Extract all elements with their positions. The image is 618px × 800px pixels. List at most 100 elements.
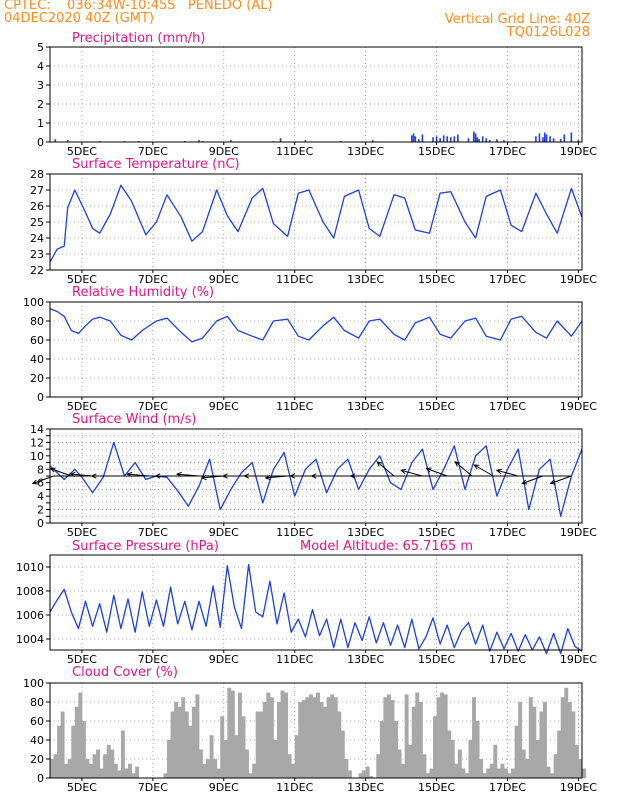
cloud-xtick-label: 15DEC [418,781,455,794]
cloud-bar [582,768,586,778]
cloud-bar [53,754,58,778]
wind-arrow-head [221,473,228,479]
cloud-bar [493,744,498,778]
temp-xtick-label: 5DEC [67,273,97,286]
cloud-bar [316,692,320,778]
precip-bar [467,138,470,142]
wind-xtick-label: 9DEC [209,526,239,539]
temp-xtick-label: 9DEC [209,273,239,286]
cloud-bar [319,702,324,778]
temp-xtick-label: 17DEC [489,273,526,286]
precip-bar [538,133,541,142]
pressure-xtick-label: 9DEC [209,653,239,666]
rh-xtick-label: 19DEC [560,400,597,413]
wind-arrow [401,469,423,477]
cloud-ytick-label: 40 [30,734,44,747]
cloud-bar [482,773,487,778]
cloud-bar [429,768,434,778]
rh-frame [49,301,583,398]
cloud-ytick-label: 20 [30,753,44,766]
cloud-bar [135,766,140,778]
pressure-xtick-label: 11DEC [276,653,313,666]
cloud-bar [532,706,537,778]
temp-ytick-label: 27 [30,184,44,197]
wind-arrow-head [549,479,556,485]
precip-title: Precipitation (mm/h) [72,31,205,46]
cloud-bar [567,702,572,778]
wind-arrow-head [521,479,528,485]
wind-arrow-head [49,467,56,473]
cloud-bar [167,740,171,778]
cloud-bar [323,706,328,778]
precip-bar [476,137,479,142]
wind-panel [31,428,583,526]
cloud-bar [404,694,409,778]
cloud-bar [454,763,459,778]
wind-arrow [201,475,224,479]
wind-arrow [550,475,572,484]
precip-bar [371,140,374,142]
cloud-bar [202,763,207,778]
precip-xtick-label: 11DEC [276,145,313,158]
precip-bar [230,140,232,142]
header-model-id: TQ0126L028 [506,25,590,40]
cloud-bar [333,697,338,778]
pressure-xtick-label: 5DEC [67,653,97,666]
header-grid-line: Vertical Grid Line: 40Z [444,12,590,27]
cloud-bar [191,706,196,778]
precip-bar [410,135,413,142]
cloud-bar [170,711,175,778]
precip-bar [552,138,555,142]
cloud-ytick-label: 0 [37,772,44,785]
precip-bar [549,136,551,142]
cloud-bar [553,754,558,778]
cloud-bar [50,759,54,778]
cloud-bar [379,721,384,778]
wind-title: Surface Wind (m/s) [72,412,196,427]
cloud-bar [358,773,363,778]
cloud-ytick-label: 100 [23,677,44,690]
cloud-bar [71,725,76,778]
cloud-bar [284,692,289,778]
wind-xtick-label: 7DEC [138,526,168,539]
cloud-bar [120,730,125,778]
cloud-bar [128,763,132,778]
cloud-bar [376,754,381,778]
precip-frame [49,46,583,143]
cloud-bar [237,692,242,778]
precip-xtick-label: 17DEC [489,145,526,158]
wind-arrow-head [175,471,182,478]
cloud-bar [486,768,491,778]
wind-series-line [49,441,583,517]
precip-bar [570,132,573,142]
wind-arrow [50,468,72,477]
cloud-bar [496,768,501,778]
cloud-bar [511,768,516,778]
cloud-bar [312,697,317,778]
cloud-bar [305,697,310,778]
wind-ytick-label: 10 [30,450,44,463]
temp-ytick-label: 25 [30,216,44,229]
cloud-xtick-label: 7DEC [138,781,168,794]
cloud-ytick-label: 80 [30,696,44,709]
wind-ytick-label: 0 [37,517,44,530]
precip-bar [577,140,580,142]
temp-xtick-label: 15DEC [418,273,455,286]
precip-xtick-label: 9DEC [209,145,239,158]
wind-arrow-head [289,473,296,479]
cloud-bar [57,725,62,778]
cloud-panel [46,682,586,781]
wind-xtick-label: 13DEC [347,526,384,539]
cloud-bar [259,711,264,778]
cloud-bar [227,687,232,778]
precip-bar [542,137,544,142]
rh-xtick-label: 9DEC [209,400,239,413]
wind-arrow-head [31,479,38,485]
cloud-bar [291,763,296,778]
cloud-bar [386,694,391,778]
wind-ytick-label: 12 [30,436,44,449]
cloud-bar [503,768,508,778]
cloud-bar [408,744,413,778]
cloud-bar [394,721,398,778]
